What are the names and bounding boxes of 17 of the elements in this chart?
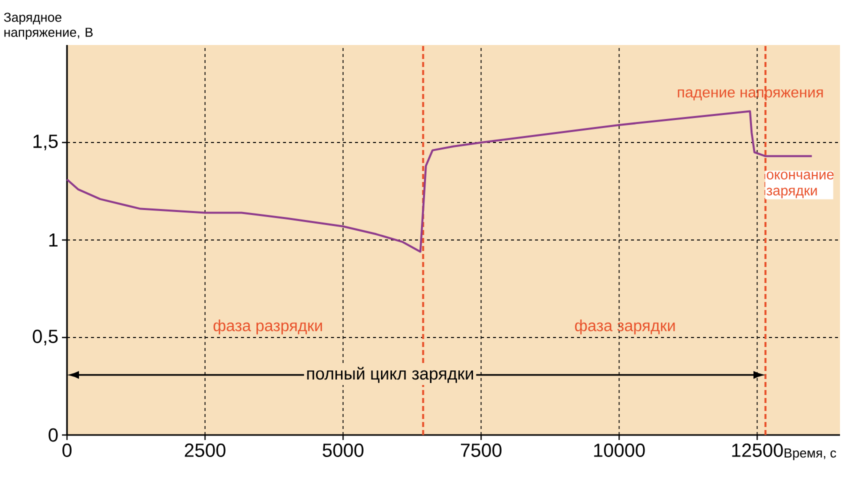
y-tick-label: 1,5 (34, 134, 58, 150)
x-tick-label: 2500 (184, 444, 226, 457)
annotation: падение напряжения (678, 89, 823, 101)
x-tick-label: 7500 (460, 444, 502, 457)
annotation: окончание зарядки (766, 172, 834, 198)
x-tick-label: 5000 (322, 444, 364, 457)
x-axis-title: Время, с (784, 448, 836, 460)
y-tick-label: 0,5 (32, 330, 58, 346)
x-tick-label: 10000 (594, 444, 645, 457)
y-axis-title: Зарядное напряжение, В (4, 12, 93, 40)
x-tick-label: 0 (62, 444, 72, 457)
annotation: фаза разрядки (214, 320, 322, 334)
annotation: фаза зарядки (575, 320, 675, 334)
x-tick-label: 12500 (732, 444, 783, 457)
y-tick-label: 0 (48, 428, 58, 442)
annotation: полный цикл зарядки (307, 366, 473, 384)
y-tick-label: 1 (49, 233, 58, 247)
